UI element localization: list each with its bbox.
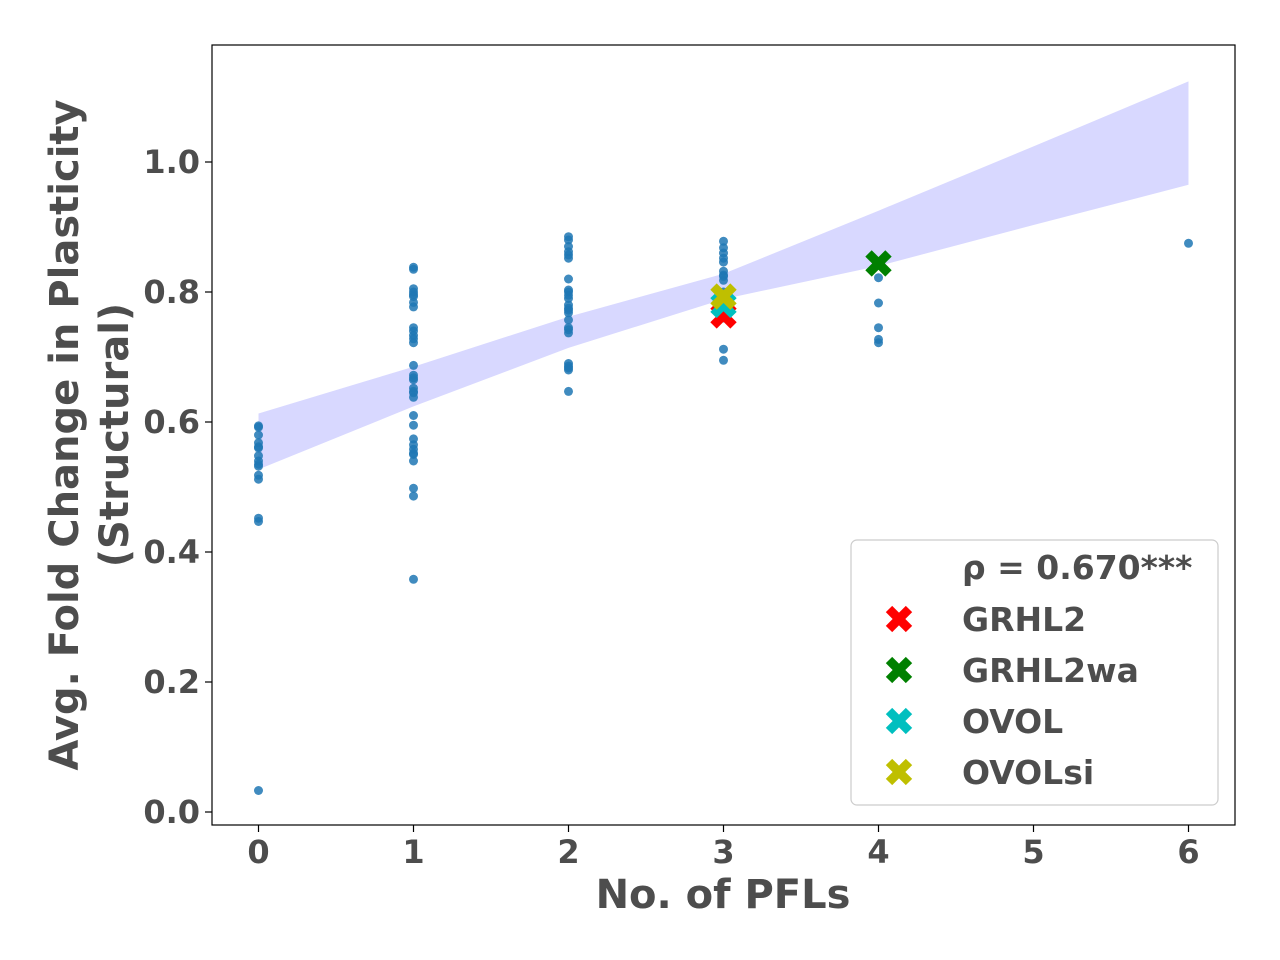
x-tick-label: 2: [557, 833, 579, 871]
data-point: [564, 328, 573, 338]
data-point: [409, 411, 418, 420]
data-point: [564, 363, 573, 373]
data-point: [254, 517, 263, 526]
y-tick-label: 0.2: [143, 663, 200, 701]
data-point: [564, 386, 573, 396]
legend-label-grhl2wa: GRHL2wa: [962, 651, 1139, 690]
legend-marker-ovol: [885, 707, 913, 735]
data-point: [719, 236, 728, 246]
y-axis-label-line-1: Avg. Fold Change in Plasticity: [42, 99, 88, 770]
legend-label-grhl2: GRHL2: [962, 600, 1086, 639]
y-tick-label: 0.0: [143, 793, 200, 831]
data-point: [409, 338, 418, 348]
legend-marker-ovolsi: [885, 758, 913, 786]
data-point: [409, 302, 418, 312]
data-point: [719, 344, 728, 354]
x-tick-label: 1: [402, 833, 424, 871]
highlight-marker-grhl2wa: [865, 250, 892, 277]
data-point: [254, 443, 263, 453]
y-axis-ticks: 0.0 0.2 0.4 0.6 0.8 1.0: [143, 143, 212, 831]
data-point: [874, 273, 883, 283]
data-point: [409, 386, 418, 396]
data-point: [564, 274, 573, 284]
data-point: [564, 294, 573, 303]
x-tick-label: 3: [712, 833, 734, 871]
data-point: [409, 264, 418, 274]
x-tick-label: 4: [867, 833, 889, 871]
data-point: [409, 491, 418, 501]
legend-label-ovolsi: OVOLsi: [962, 753, 1094, 792]
data-point: [719, 271, 728, 281]
data-point: [409, 448, 418, 458]
y-tick-label: 0.4: [143, 533, 200, 571]
y-tick-label: 0.8: [143, 273, 200, 311]
x-axis-label: No. of PFLs: [596, 872, 851, 918]
highlight-markers-layer: [710, 250, 892, 329]
data-point: [564, 235, 573, 245]
legend-entries: GRHL2 GRHL2wa OVOL OVOLsi: [885, 600, 1139, 792]
data-point: [874, 298, 883, 308]
data-point: [874, 338, 883, 348]
x-axis-ticks: 0 1 2 3 4 5 6: [247, 825, 1200, 871]
data-point: [409, 420, 418, 430]
data-point: [564, 315, 573, 325]
data-point: [564, 247, 573, 257]
data-point: [719, 355, 728, 365]
y-axis-label-line-2: (Structural): [92, 303, 138, 567]
data-point: [874, 323, 883, 333]
data-point: [1184, 238, 1193, 248]
y-axis-label: Avg. Fold Change in Plasticity (Structur…: [42, 99, 138, 770]
legend-box: [850, 539, 1219, 806]
data-point: [409, 373, 418, 383]
y-tick-label: 1.0: [143, 143, 200, 181]
legend-marker-grhl2: [885, 605, 913, 633]
legend-title: ρ = 0.670***: [962, 548, 1192, 587]
data-point: [409, 456, 418, 466]
data-point: [564, 285, 573, 295]
x-tick-label: 6: [1177, 833, 1199, 871]
data-point: [254, 430, 263, 440]
legend-marker-grhl2wa: [885, 656, 913, 684]
y-tick-label: 0.6: [143, 403, 200, 441]
x-tick-label: 5: [1022, 833, 1044, 871]
data-point: [254, 474, 263, 484]
x-tick-label: 0: [247, 833, 269, 871]
data-point: [409, 360, 418, 370]
data-point: [254, 786, 263, 795]
data-point: [719, 257, 728, 267]
legend-label-ovol: OVOL: [962, 702, 1063, 741]
data-point: [409, 574, 418, 584]
highlight-marker-ovolsi: [710, 283, 737, 310]
data-point: [564, 305, 573, 315]
data-point: [564, 253, 573, 263]
legend: ρ = 0.670*** GRHL2 GRHL2wa OVOL OVOLsi: [850, 539, 1219, 806]
data-point: [254, 461, 263, 471]
data-point: [409, 483, 418, 493]
data-point: [254, 422, 263, 432]
data-point: [409, 292, 418, 301]
